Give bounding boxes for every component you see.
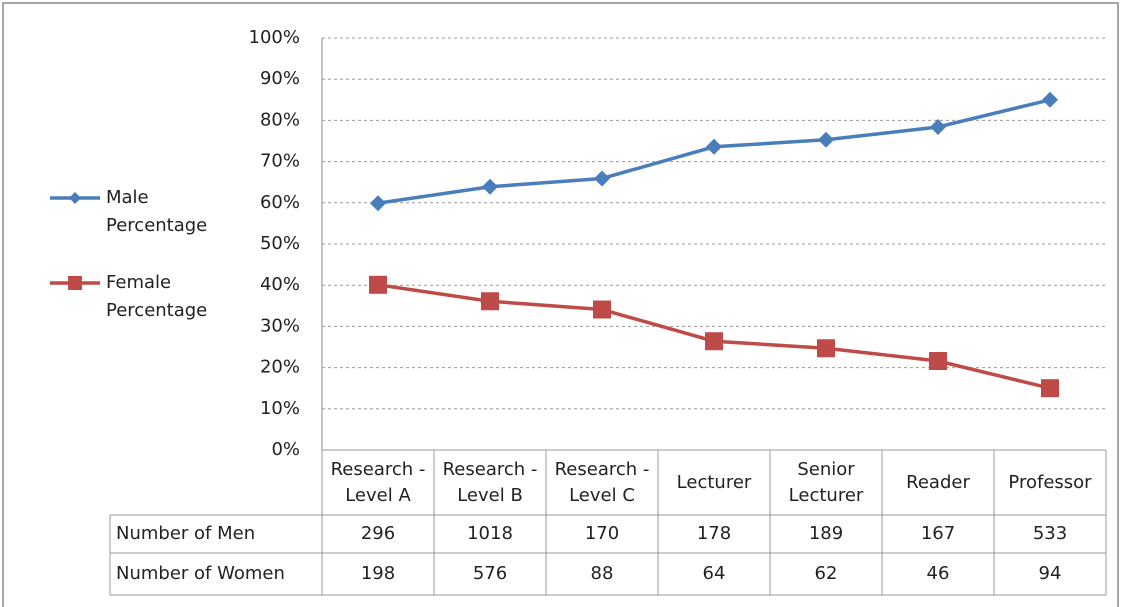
marker: [705, 332, 723, 351]
x-tick-label: Senior Lecturer: [788, 458, 864, 506]
table-cell: 46: [927, 563, 950, 584]
marker: [930, 118, 946, 135]
table-cell: 94: [1039, 563, 1062, 584]
x-tick-label: Research - Level A: [330, 458, 426, 506]
table-row-label: Number of Men: [116, 523, 255, 544]
y-tick-label: 80%: [260, 109, 300, 130]
y-tick-label: 30%: [260, 315, 300, 336]
marker: [481, 292, 499, 311]
table-cell: 62: [815, 563, 838, 584]
table-cell: 178: [697, 523, 731, 544]
y-tick-label: 90%: [260, 68, 300, 89]
table-cell: 64: [703, 563, 726, 584]
x-tick-label: Reader: [906, 471, 970, 493]
table-cell: 189: [809, 523, 843, 544]
table-cell: 170: [585, 523, 619, 544]
x-tick-label: Lecturer: [676, 471, 752, 493]
marker: [817, 339, 835, 358]
marker: [370, 195, 386, 212]
table-cell: 88: [591, 563, 614, 584]
marker: [706, 138, 722, 155]
y-tick-label: 40%: [260, 274, 300, 295]
table-cell: 198: [361, 563, 395, 584]
y-tick-label: 50%: [260, 233, 300, 254]
legend-marker: [69, 192, 81, 204]
y-tick-label: 10%: [260, 398, 300, 419]
marker: [482, 178, 498, 195]
marker: [1042, 91, 1058, 108]
table-row-label: Number of Women: [116, 563, 285, 584]
table-cell: 533: [1033, 523, 1067, 544]
y-tick-label: 70%: [260, 151, 300, 172]
y-tick-label: 20%: [260, 357, 300, 378]
legend-label: Female Percentage: [106, 272, 208, 321]
x-tick-label: Research - Level C: [554, 458, 650, 506]
marker: [1041, 379, 1059, 398]
y-tick-label: 60%: [260, 192, 300, 213]
x-tick-label: Research - Level B: [442, 458, 538, 506]
y-tick-label: 0%: [271, 439, 300, 460]
marker: [369, 275, 387, 294]
marker: [593, 300, 611, 319]
table-cell: 296: [361, 523, 395, 544]
marker: [929, 352, 947, 371]
y-tick-label: 100%: [249, 27, 300, 48]
table-cell: 1018: [467, 523, 513, 544]
table-cell: 167: [921, 523, 955, 544]
legend-label: Male Percentage: [106, 187, 208, 236]
marker: [594, 170, 610, 187]
marker: [818, 131, 834, 148]
x-tick-label: Professor: [1008, 471, 1092, 493]
legend-marker: [68, 276, 82, 290]
table-cell: 576: [473, 563, 507, 584]
